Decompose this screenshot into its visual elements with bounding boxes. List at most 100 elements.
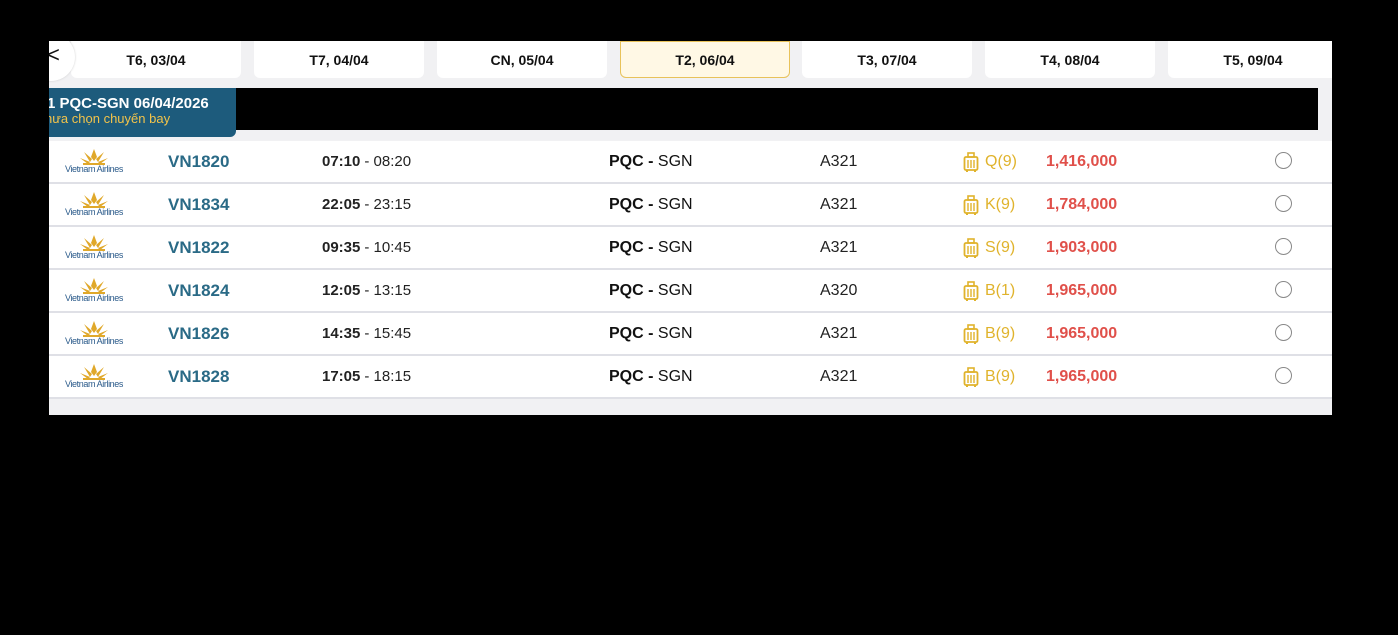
- destination: SGN: [657, 367, 693, 385]
- select-flight-radio[interactable]: [1275, 238, 1292, 255]
- time-separator: -: [364, 282, 374, 299]
- select-flight-radio[interactable]: [1275, 152, 1292, 169]
- destination: SGN: [657, 324, 693, 342]
- aircraft: A320: [820, 281, 858, 299]
- route-separator: -: [643, 367, 658, 385]
- origin: PQC: [609, 324, 644, 342]
- date-tab[interactable]: T2, 06/04: [620, 41, 790, 78]
- airline-name: Vietnam Airlines: [65, 164, 123, 174]
- leg-status: hưa chọn chuyến bay: [49, 111, 171, 126]
- lotus-icon: [79, 363, 109, 380]
- airline-logo: Vietnam Airlines: [61, 141, 127, 182]
- airline-logo: Vietnam Airlines: [61, 356, 127, 397]
- airline-logo: Vietnam Airlines: [61, 227, 127, 268]
- aircraft: A321: [820, 152, 858, 170]
- date-tab[interactable]: T7, 04/04: [254, 41, 424, 78]
- fare-price: 1,416,000: [1046, 152, 1118, 170]
- select-flight-radio[interactable]: [1275, 195, 1292, 212]
- arrive-time: 15:45: [373, 325, 412, 342]
- select-flight-radio[interactable]: [1275, 281, 1292, 298]
- fare-class: Q(9): [985, 152, 1017, 170]
- luggage-icon: [963, 313, 979, 354]
- fare-class: B(9): [985, 367, 1016, 385]
- arrive-time: 13:15: [373, 282, 412, 299]
- flight-number: VN1826: [168, 323, 230, 343]
- destination: SGN: [657, 281, 693, 299]
- lotus-icon: [79, 234, 109, 251]
- route-separator: -: [643, 238, 658, 256]
- route-separator: -: [643, 195, 658, 213]
- airline-logo: Vietnam Airlines: [61, 313, 127, 354]
- flight-row[interactable]: Vietnam Airlines VN1828 17:05- 18:15 PQC - …: [49, 356, 1332, 399]
- airline-logo: Vietnam Airlines: [61, 270, 127, 311]
- arrive-time: 23:15: [373, 196, 412, 213]
- airline-name: Vietnam Airlines: [65, 207, 123, 217]
- lotus-icon: [79, 277, 109, 294]
- fare-price: 1,965,000: [1046, 367, 1118, 385]
- arrive-time: 10:45: [373, 239, 412, 256]
- airline-name: Vietnam Airlines: [65, 336, 123, 346]
- route: PQC - SGN: [609, 270, 693, 311]
- date-tab[interactable]: T3, 07/04: [802, 41, 972, 78]
- time-separator: -: [364, 368, 374, 385]
- depart-time: 14:35: [322, 325, 361, 342]
- origin: PQC: [609, 281, 644, 299]
- date-tab[interactable]: T5, 09/04: [1168, 41, 1332, 78]
- airline-name: Vietnam Airlines: [65, 379, 123, 389]
- flight-times: 07:10- 08:20: [322, 141, 411, 182]
- date-tab[interactable]: CN, 05/04: [437, 41, 607, 78]
- luggage-icon: [963, 184, 979, 225]
- flight-times: 22:05- 23:15: [322, 184, 411, 225]
- flight-number: VN1834: [168, 194, 230, 214]
- time-separator: -: [364, 239, 374, 256]
- select-flight-radio[interactable]: [1275, 367, 1292, 384]
- origin: PQC: [609, 238, 644, 256]
- origin: PQC: [609, 367, 644, 385]
- flight-times: 09:35- 10:45: [322, 227, 411, 268]
- lotus-icon: [79, 148, 109, 165]
- airline-name: Vietnam Airlines: [65, 250, 123, 260]
- flight-number: VN1822: [168, 237, 230, 257]
- time-separator: -: [364, 153, 374, 170]
- redacted-area: [236, 88, 1318, 130]
- date-tab[interactable]: T4, 08/04: [985, 41, 1155, 78]
- fare-class: B(1): [985, 281, 1016, 299]
- chevron-left-icon: <: [49, 42, 60, 67]
- flight-row[interactable]: Vietnam Airlines VN1820 07:10- 08:20 PQC - …: [49, 141, 1332, 184]
- flight-number: VN1824: [168, 280, 230, 300]
- depart-time: 07:10: [322, 153, 361, 170]
- flight-number: VN1828: [168, 366, 230, 386]
- flight-number: VN1820: [168, 151, 230, 171]
- time-separator: -: [364, 196, 374, 213]
- time-separator: -: [364, 325, 374, 342]
- route: PQC - SGN: [609, 313, 693, 354]
- airline-logo: Vietnam Airlines: [61, 184, 127, 225]
- route: PQC - SGN: [609, 141, 693, 182]
- fare-price: 1,784,000: [1046, 195, 1118, 213]
- route: PQC - SGN: [609, 227, 693, 268]
- leg-header[interactable]: 1 PQC-SGN 06/04/2026 hưa chọn chuyến bay: [49, 88, 236, 137]
- origin: PQC: [609, 195, 644, 213]
- fare-class: K(9): [985, 195, 1016, 213]
- route-separator: -: [643, 281, 658, 299]
- depart-time: 22:05: [322, 196, 361, 213]
- fare-price: 1,965,000: [1046, 324, 1118, 342]
- depart-time: 17:05: [322, 368, 361, 385]
- flight-row[interactable]: Vietnam Airlines VN1822 09:35- 10:45 PQC - …: [49, 227, 1332, 270]
- leg-title: 1 PQC-SGN 06/04/2026: [49, 95, 209, 112]
- flight-row[interactable]: Vietnam Airlines VN1826 14:35- 15:45 PQC - …: [49, 313, 1332, 356]
- flight-row[interactable]: Vietnam Airlines VN1824 12:05- 13:15 PQC - …: [49, 270, 1332, 313]
- aircraft: A321: [820, 195, 858, 213]
- destination: SGN: [657, 238, 693, 256]
- route-separator: -: [643, 152, 658, 170]
- date-tab[interactable]: T6, 03/04: [71, 41, 241, 78]
- select-flight-radio[interactable]: [1275, 324, 1292, 341]
- route: PQC - SGN: [609, 184, 693, 225]
- luggage-icon: [963, 356, 979, 397]
- flight-times: 12:05- 13:15: [322, 270, 411, 311]
- flight-row[interactable]: Vietnam Airlines VN1834 22:05- 23:15 PQC - …: [49, 184, 1332, 227]
- fare-price: 1,965,000: [1046, 281, 1118, 299]
- aircraft: A321: [820, 367, 858, 385]
- fare-class: B(9): [985, 324, 1016, 342]
- route: PQC - SGN: [609, 356, 693, 397]
